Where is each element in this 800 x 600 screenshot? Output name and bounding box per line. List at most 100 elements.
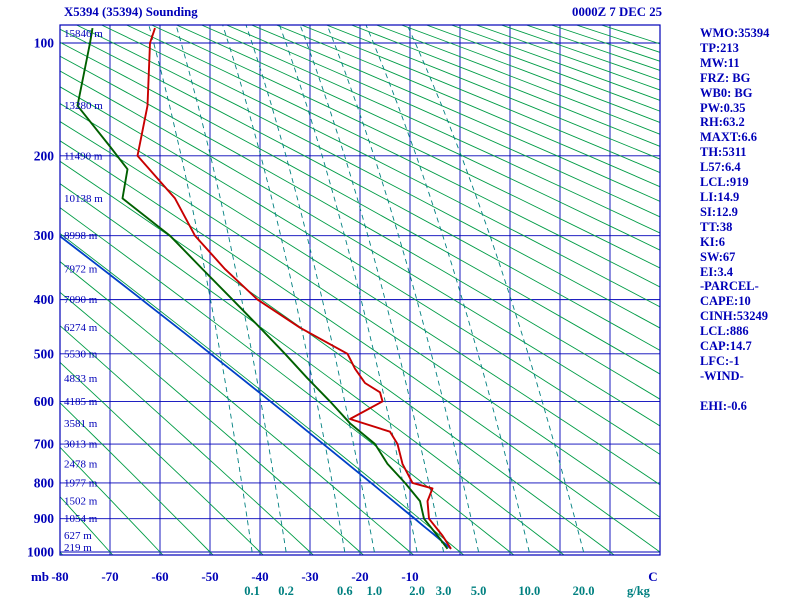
height-label: 3013 m — [64, 439, 98, 451]
stats-line: CINH:53249 — [700, 309, 769, 324]
dry-adiabat-line — [126, 25, 660, 288]
pressure-label: 400 — [34, 292, 55, 307]
parcel-trace — [60, 235, 452, 550]
stats-line: EHI:-0.6 — [700, 398, 747, 413]
dry-adiabat-line — [351, 25, 660, 147]
stats-line: -WIND- — [700, 368, 744, 383]
dry-adiabat-line — [60, 41, 660, 375]
stats-line: LCL:886 — [700, 324, 749, 339]
stats-line: WB0: BG — [700, 85, 753, 100]
grid-layer — [59, 25, 661, 555]
temperature-trace — [136, 27, 452, 550]
stats-line: PW:0.35 — [700, 100, 746, 115]
height-label: 5530 m — [64, 348, 98, 360]
stats-line: SW:67 — [700, 249, 736, 264]
chart-title: X5394 (35394) Sounding — [64, 5, 198, 19]
mixing-ratio-line — [222, 25, 346, 553]
dry-adiabat-line — [176, 25, 660, 251]
dry-adiabat-line — [301, 25, 660, 174]
dry-adiabat-line — [60, 361, 264, 555]
pressure-label: 200 — [34, 148, 55, 163]
stats-line: LI:14.9 — [700, 189, 740, 204]
temp-label: -20 — [351, 569, 368, 584]
mixing-ratio-label: 3.0 — [436, 584, 452, 598]
height-label: 6274 m — [64, 322, 98, 334]
mixing-ratio-line — [365, 25, 530, 553]
stats-line: TT:38 — [700, 219, 733, 234]
pressure-unit-label: mb — [31, 569, 49, 584]
pressure-label: 300 — [34, 228, 55, 243]
dry-adiabat-line — [60, 402, 214, 555]
pressure-label: 1000 — [27, 545, 54, 560]
pressure-label: 100 — [34, 36, 55, 51]
height-label: 627 m — [64, 530, 92, 542]
mixing-ratio-line — [279, 25, 418, 553]
pressure-label: 800 — [34, 475, 55, 490]
mixing-ratio-line — [299, 25, 445, 553]
height-label: 4185 m — [64, 396, 98, 408]
dry-adiabat-line — [60, 325, 314, 555]
temp-label: -10 — [401, 569, 418, 584]
dry-adiabat-line — [76, 25, 660, 329]
dry-adiabat-line — [60, 446, 164, 555]
pressure-label: 500 — [34, 346, 55, 361]
height-label: 1054 m — [64, 513, 98, 525]
dry-adiabat-line — [60, 261, 415, 555]
stats-line: EI:3.4 — [700, 264, 733, 279]
temp-label: -30 — [301, 569, 318, 584]
dewpoint-trace — [76, 27, 449, 550]
stats-line: KI:6 — [700, 234, 725, 249]
height-label: 11490 m — [64, 150, 103, 162]
dry-adiabat-line — [276, 25, 660, 188]
mixing-ratio-line — [326, 25, 480, 553]
stats-line: CAP:14.7 — [700, 339, 752, 354]
mixing-ratio-line — [175, 25, 287, 553]
stats-line: WMO:35394 — [700, 26, 770, 40]
height-label: 7090 m — [64, 294, 98, 306]
height-label: 8998 m — [64, 230, 98, 242]
stats-line: L57:6.4 — [700, 160, 741, 175]
mixing-ratio-label: 5.0 — [471, 584, 487, 598]
dry-adiabat-line — [60, 86, 660, 455]
temp-label: -70 — [101, 569, 118, 584]
height-label: 7972 m — [64, 264, 98, 276]
height-label: 3581 m — [64, 418, 98, 430]
dry-adiabat-line — [60, 70, 660, 427]
mixing-ratio-label: 20.0 — [573, 584, 595, 598]
stats-line: -PARCEL- — [700, 279, 759, 294]
mixing-ratio-unit-label: g/kg — [627, 584, 651, 598]
temp-label: -50 — [201, 569, 218, 584]
dry-adiabat-line — [101, 25, 660, 308]
stats-line: SI:12.9 — [700, 204, 738, 219]
dry-adiabat-line — [60, 496, 114, 555]
stats-line: LFC:-1 — [700, 353, 740, 368]
plot-layer — [60, 25, 660, 555]
stats-line: TP:213 — [700, 40, 739, 55]
mixing-ratio-label: 2.0 — [409, 584, 425, 598]
mixing-ratio-label: 0.6 — [337, 584, 353, 598]
label-layer: 100 200 300 400 500 600 700 800 900 1000 mb -80 -70 -… — [27, 28, 658, 598]
dry-adiabat-line — [60, 121, 660, 518]
stats-line: MW:11 — [700, 55, 740, 70]
dry-adiabat-line — [201, 25, 660, 234]
height-label: 4833 m — [64, 373, 98, 385]
temp-label: -40 — [251, 569, 268, 584]
dry-adiabat-line — [60, 55, 660, 400]
stats-line: FRZ: BG — [700, 70, 751, 85]
dry-adiabat-line — [60, 183, 565, 555]
stats-line — [700, 384, 796, 399]
dry-adiabat-line — [60, 140, 660, 553]
mixing-ratio-label: 10.0 — [518, 584, 540, 598]
mixing-ratio-label: 1.0 — [367, 584, 383, 598]
dry-adiabat-line — [226, 25, 660, 218]
mixing-ratio-label: 0.2 — [278, 584, 294, 598]
chart-datetime: 0000Z 7 DEC 25 — [572, 5, 662, 19]
temp-label: -80 — [51, 569, 68, 584]
pressure-label: 900 — [34, 511, 55, 526]
dry-adiabat-line — [60, 291, 365, 555]
temp-unit-label: C — [648, 569, 657, 584]
height-label: 13280 m — [64, 100, 103, 112]
height-label: 10138 m — [64, 193, 103, 205]
